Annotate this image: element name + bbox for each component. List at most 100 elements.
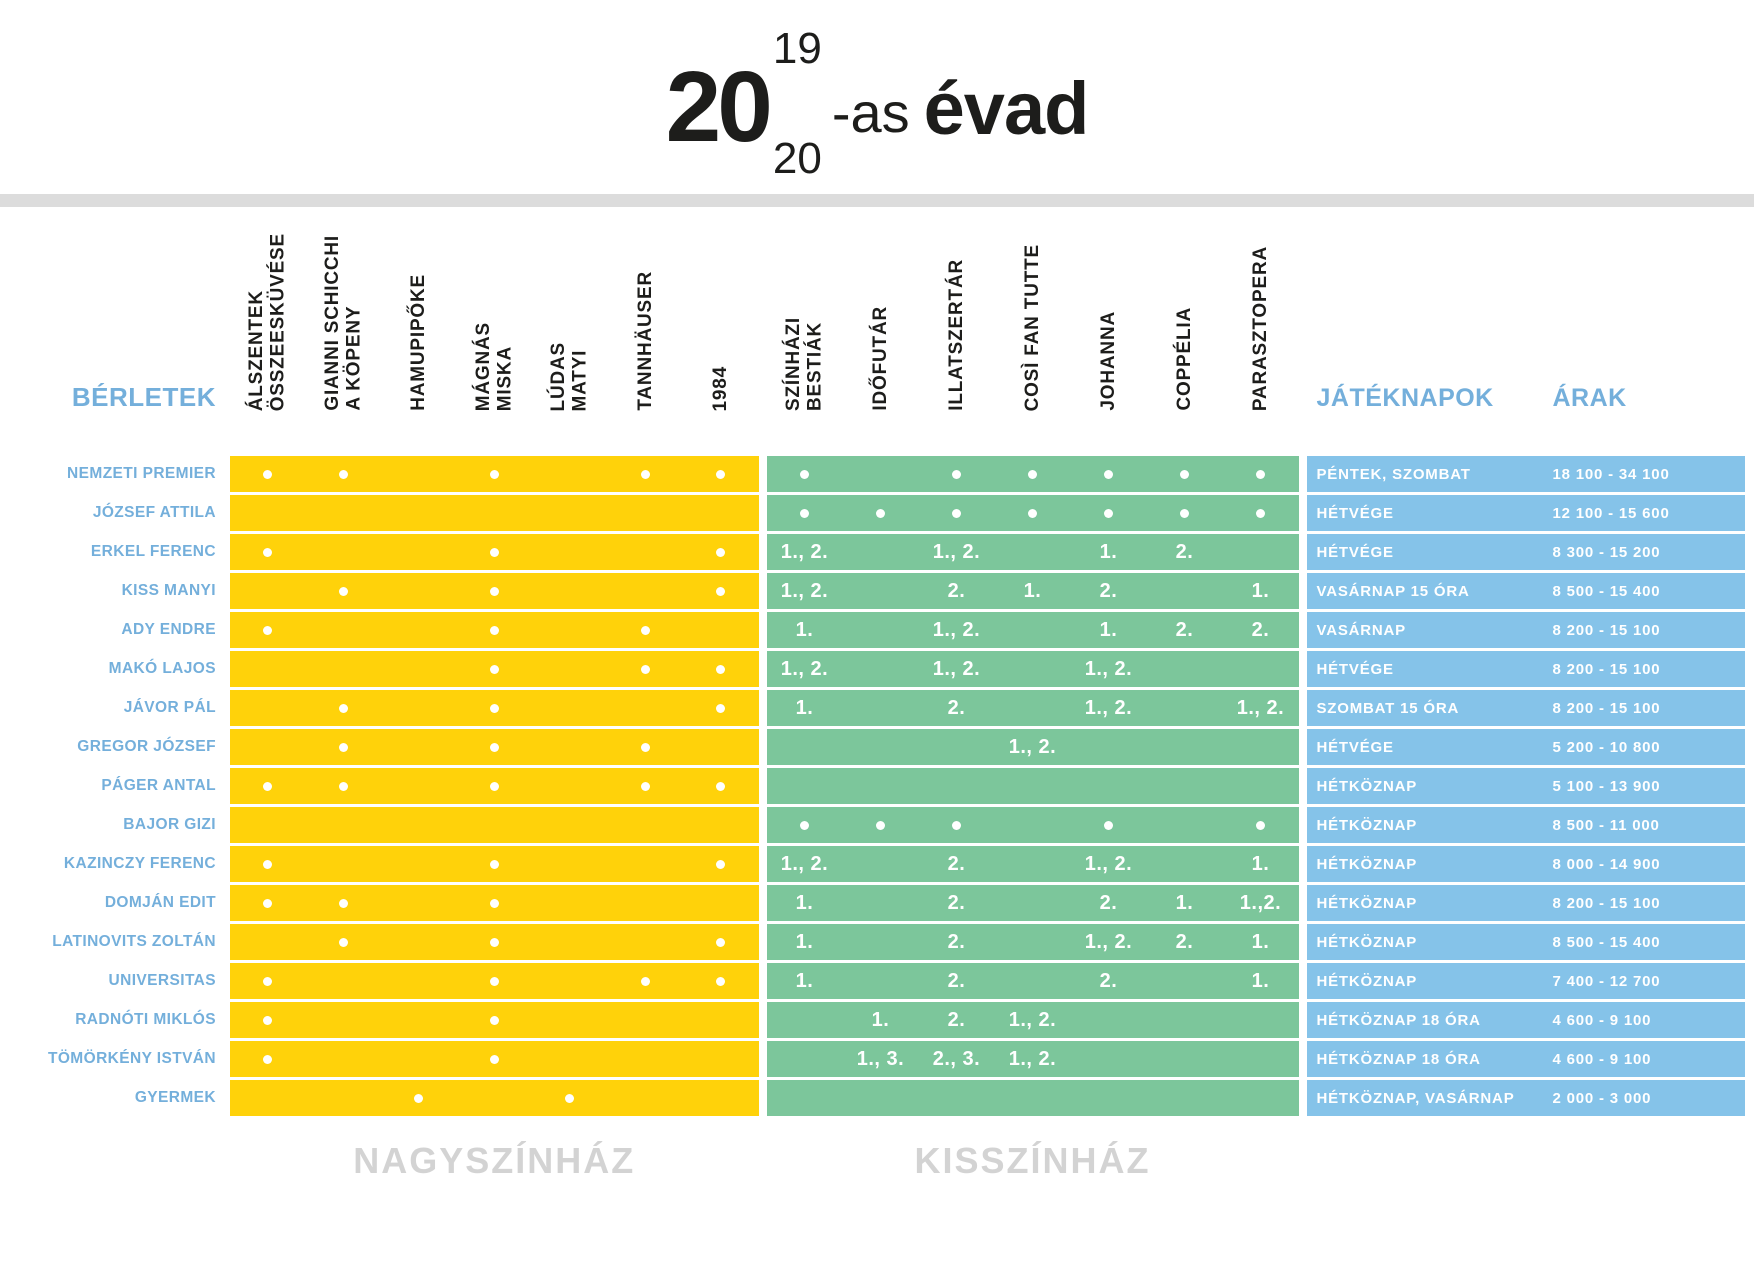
- column-header-kisszinhaz: JOHANNA: [1071, 207, 1147, 453]
- cell-value: 1., 2.: [1084, 657, 1133, 680]
- schedule-cell-kisszinhaz: [1146, 768, 1223, 804]
- schedule-cell-kisszinhaz: [994, 1080, 1071, 1116]
- row-label: KAZINCZY FERENC: [63, 855, 216, 872]
- column-header-text: SZÍNHÁZI BESTIÁK: [783, 316, 826, 411]
- dot-marker: [640, 664, 650, 674]
- schedule-cell-nagyszinhaz: [607, 885, 683, 921]
- dot-marker: [876, 508, 885, 518]
- dot-marker: [489, 1054, 499, 1064]
- schedule-cell-nagyszinhaz: [532, 456, 608, 492]
- cell-value: 1.: [1251, 852, 1270, 875]
- schedule-cell-kisszinhaz: [1222, 1080, 1299, 1116]
- schedule-cell-kisszinhaz: 1.: [1222, 924, 1299, 960]
- schedule-cell-kisszinhaz: [994, 885, 1071, 921]
- schedule-cell-nagyszinhaz: [532, 573, 608, 609]
- row-label: GYERMEK: [134, 1089, 216, 1106]
- cell-value: 1.: [1251, 579, 1270, 602]
- schedule-cell-kisszinhaz: [766, 768, 843, 804]
- schedule-cell-nagyszinhaz: [607, 690, 683, 726]
- cell-value: 1.: [1099, 618, 1118, 641]
- schedule-cell-nagyszinhaz: [305, 612, 381, 648]
- schedule-cell-kisszinhaz-merged: 1., 2.: [766, 729, 1299, 765]
- cell-value: 2.: [1175, 618, 1194, 641]
- schedule-cell-kisszinhaz: 1.: [766, 690, 843, 726]
- schedule-cell-kisszinhaz: [994, 495, 1071, 531]
- dot-marker: [489, 1015, 499, 1025]
- schedule-cell-nagyszinhaz: [532, 846, 608, 882]
- dot-marker: [952, 508, 961, 518]
- schedule-cell-kisszinhaz: [842, 651, 919, 687]
- dot-marker: [489, 898, 499, 908]
- schedule-cell-nagyszinhaz: [607, 1002, 683, 1038]
- schedule-cell-nagyszinhaz: [456, 534, 532, 570]
- column-header-text: 1984: [710, 365, 732, 411]
- prices-cell: 7 400 - 12 700: [1546, 963, 1745, 999]
- schedule-cell-nagyszinhaz: [456, 768, 532, 804]
- schedule-cell-nagyszinhaz: [230, 963, 306, 999]
- schedule-cell-kisszinhaz: [766, 1080, 843, 1116]
- schedule-cell-nagyszinhaz: [305, 846, 381, 882]
- schedule-cell-nagyszinhaz: [532, 1080, 608, 1116]
- schedule-cell-nagyszinhaz: [305, 495, 381, 531]
- dot-marker: [716, 469, 726, 479]
- schedule-cell-nagyszinhaz: [305, 456, 381, 492]
- column-header-kisszinhaz: IDŐFUTÁR: [843, 207, 919, 453]
- schedule-cell-kisszinhaz: [842, 768, 919, 804]
- cell-value: 1., 2.: [780, 657, 829, 680]
- schedule-cell-kisszinhaz: [766, 456, 843, 492]
- schedule-cell-nagyszinhaz: [532, 1002, 608, 1038]
- prices-cell: 8 500 - 15 400: [1546, 573, 1745, 609]
- column-header-kisszinhaz: COPPÉLIA: [1147, 207, 1223, 453]
- arak-header: ÁRAK: [1552, 384, 1627, 412]
- dot-marker: [640, 976, 650, 986]
- schedule-cell-nagyszinhaz: [683, 768, 759, 804]
- schedule-cell-kisszinhaz: 1., 2.: [918, 534, 995, 570]
- dot-marker: [489, 625, 499, 635]
- schedule-cell-kisszinhaz: 1.: [766, 885, 843, 921]
- schedule-cell-nagyszinhaz: [607, 651, 683, 687]
- dot-marker: [263, 1015, 273, 1025]
- schedule-cell-nagyszinhaz: [230, 807, 306, 843]
- row-label: JÓZSEF ATTILA: [92, 504, 216, 521]
- dot-marker: [640, 625, 650, 635]
- cell-value: 2.: [947, 579, 966, 602]
- schedule-cell-nagyszinhaz: [683, 807, 759, 843]
- schedule-cell-nagyszinhaz: [381, 768, 457, 804]
- schedule-cell-nagyszinhaz: [456, 612, 532, 648]
- play-days-cell: HÉTKÖZNAP: [1306, 846, 1547, 882]
- column-header-nagyszinhaz: 1984: [683, 207, 759, 453]
- schedule-cell-nagyszinhaz: [607, 768, 683, 804]
- schedule-cell-nagyszinhaz: [683, 963, 759, 999]
- schedule-cell-kisszinhaz: [1146, 1080, 1223, 1116]
- dot-marker: [263, 859, 273, 869]
- cell-value: 1.: [1023, 579, 1042, 602]
- cell-value: 1., 2.: [780, 852, 829, 875]
- schedule-cell-nagyszinhaz: [607, 573, 683, 609]
- column-header-nagyszinhaz: GIANNI SCHICCHI A KÖPENY: [306, 207, 382, 453]
- cell-value: 1., 2.: [1084, 852, 1133, 875]
- dot-marker: [565, 1093, 575, 1103]
- prices-cell: 8 500 - 11 000: [1546, 807, 1745, 843]
- schedule-cell-kisszinhaz: [1070, 768, 1147, 804]
- schedule-cell-kisszinhaz: 1., 2.: [994, 1041, 1071, 1077]
- schedule-cell-nagyszinhaz: [305, 885, 381, 921]
- schedule-cell-nagyszinhaz: [456, 1080, 532, 1116]
- schedule-cell-nagyszinhaz: [683, 846, 759, 882]
- dot-marker: [263, 625, 273, 635]
- cell-value: 2.: [947, 1008, 966, 1031]
- cell-value: 1., 2.: [780, 579, 829, 602]
- schedule-cell-nagyszinhaz: [456, 651, 532, 687]
- cell-value: 1.: [1175, 891, 1194, 914]
- dot-marker: [640, 469, 650, 479]
- prices-cell: 8 300 - 15 200: [1546, 534, 1745, 570]
- schedule-cell-nagyszinhaz: [683, 924, 759, 960]
- schedule-cell-nagyszinhaz: [607, 534, 683, 570]
- schedule-cell-nagyszinhaz: [230, 924, 306, 960]
- schedule-cell-nagyszinhaz: [532, 495, 608, 531]
- title-season-19: 19: [772, 24, 822, 73]
- dot-marker: [489, 586, 499, 596]
- row-label: KISS MANYI: [121, 582, 216, 599]
- column-header-nagyszinhaz: TANNHÄUSER: [608, 207, 684, 453]
- schedule-cell-nagyszinhaz: [230, 729, 306, 765]
- play-days-cell: HÉTKÖZNAP: [1306, 885, 1547, 921]
